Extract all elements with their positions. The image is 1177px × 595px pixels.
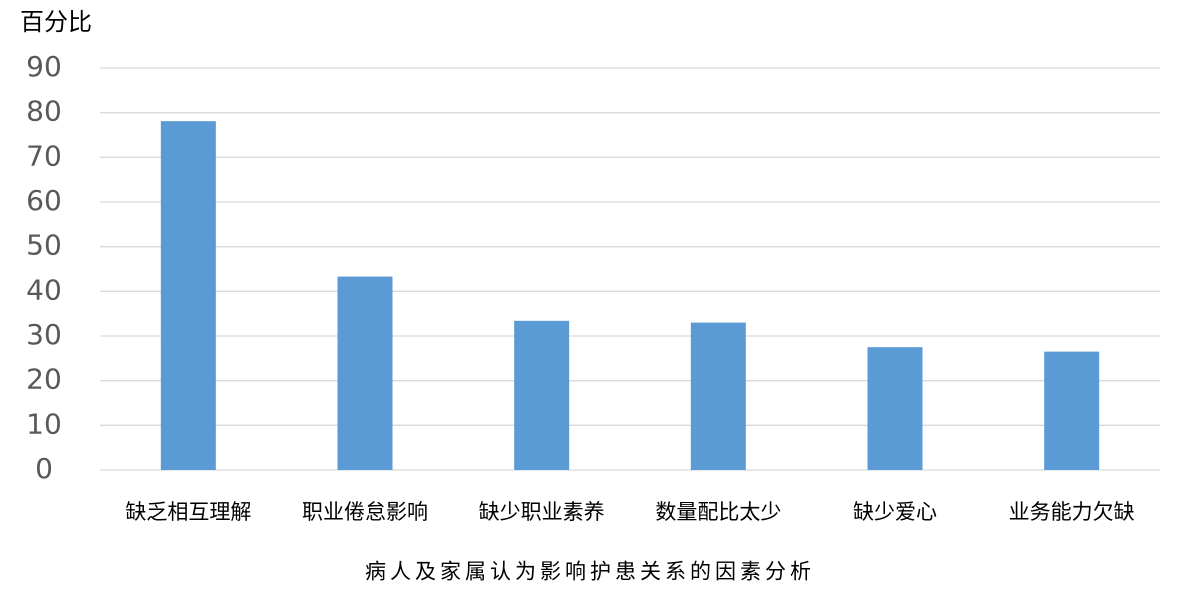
bar (690, 322, 746, 470)
y-tick-label: 90 (26, 50, 62, 83)
x-tick-label: 数量配比太少 (655, 500, 781, 524)
x-tick-label: 缺少职业素养 (479, 500, 605, 524)
y-tick-label: 30 (26, 318, 62, 351)
bar (514, 320, 570, 470)
y-tick-label: 0 (35, 452, 53, 485)
y-tick-label: 50 (26, 229, 62, 262)
x-tick-label: 业务能力欠缺 (1009, 500, 1135, 524)
y-axis-label: 百分比 (20, 8, 92, 36)
y-tick-label: 10 (26, 407, 62, 440)
bar (160, 121, 216, 471)
y-tick-label: 80 (26, 95, 62, 128)
x-tick-label: 缺乏相互理解 (125, 500, 251, 524)
y-tick-label: 40 (26, 273, 62, 306)
x-tick-label: 职业倦怠影响 (302, 500, 428, 524)
chart-title: 病人及家属认为影响护患关系的因素分析 (365, 560, 815, 584)
y-tick-label: 70 (26, 139, 62, 172)
bar (867, 347, 923, 470)
bar (1044, 351, 1100, 470)
bar (337, 276, 393, 470)
y-tick-label: 20 (26, 363, 62, 396)
y-tick-label: 60 (26, 184, 62, 217)
x-tick-label: 缺少爱心 (853, 500, 937, 524)
